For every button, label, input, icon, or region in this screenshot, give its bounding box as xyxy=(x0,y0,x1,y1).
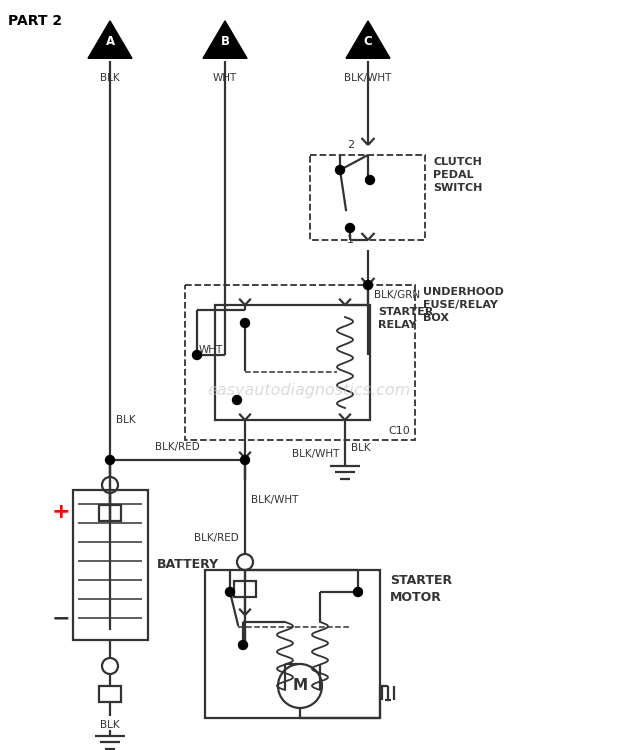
Text: A: A xyxy=(106,35,114,48)
Text: C: C xyxy=(363,35,373,48)
Bar xyxy=(185,285,415,440)
Text: 1: 1 xyxy=(347,235,354,245)
Circle shape xyxy=(345,224,355,232)
Text: BLK: BLK xyxy=(116,415,135,425)
Text: PART 2: PART 2 xyxy=(8,14,62,28)
Text: −: − xyxy=(52,608,70,628)
Bar xyxy=(205,570,380,718)
Bar xyxy=(99,686,121,702)
Text: BLK/RED: BLK/RED xyxy=(194,533,239,543)
Polygon shape xyxy=(203,21,247,58)
Text: BLK/RED: BLK/RED xyxy=(154,442,200,452)
Text: M: M xyxy=(292,679,308,694)
Text: B: B xyxy=(221,35,229,48)
Bar xyxy=(73,490,148,640)
Circle shape xyxy=(365,176,375,184)
Text: WHT: WHT xyxy=(213,73,237,83)
Text: +: + xyxy=(52,502,70,522)
Circle shape xyxy=(363,280,373,290)
Text: STARTER
MOTOR: STARTER MOTOR xyxy=(390,574,452,604)
Text: 2: 2 xyxy=(347,140,354,150)
Bar xyxy=(99,505,121,521)
Text: BLK: BLK xyxy=(100,720,120,730)
Circle shape xyxy=(336,166,344,175)
Text: CLUTCH
PEDAL
SWITCH: CLUTCH PEDAL SWITCH xyxy=(433,157,483,194)
Text: BATTERY: BATTERY xyxy=(157,559,219,572)
Text: easyautodiagnostics.com: easyautodiagnostics.com xyxy=(208,382,410,398)
Text: BLK/WHT: BLK/WHT xyxy=(344,73,392,83)
Circle shape xyxy=(106,455,114,464)
Text: BLK: BLK xyxy=(351,443,371,453)
Circle shape xyxy=(240,455,250,464)
Circle shape xyxy=(192,350,201,359)
Circle shape xyxy=(226,587,234,596)
Polygon shape xyxy=(88,21,132,58)
Text: BLK/GRN: BLK/GRN xyxy=(374,290,420,300)
Circle shape xyxy=(239,640,247,650)
Polygon shape xyxy=(346,21,390,58)
Bar xyxy=(215,305,370,420)
Bar xyxy=(310,155,425,240)
Text: UNDERHOOD
FUSE/RELAY
BOX: UNDERHOOD FUSE/RELAY BOX xyxy=(423,287,504,323)
Text: STARTER
RELAY: STARTER RELAY xyxy=(378,307,433,330)
Text: BLK/WHT: BLK/WHT xyxy=(292,449,339,459)
Text: BLK/WHT: BLK/WHT xyxy=(251,495,298,505)
Circle shape xyxy=(240,319,250,328)
Circle shape xyxy=(232,395,242,404)
Text: C10: C10 xyxy=(388,426,410,436)
Circle shape xyxy=(353,587,363,596)
Text: BLK: BLK xyxy=(100,73,120,83)
Text: WHT: WHT xyxy=(199,345,223,355)
Bar xyxy=(234,581,256,597)
